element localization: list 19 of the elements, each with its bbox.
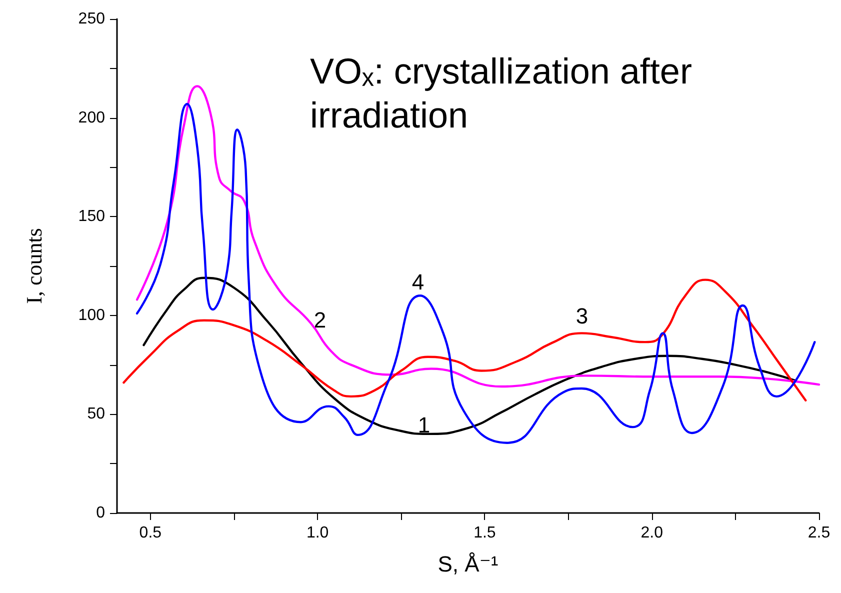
x-tick-label: 1.5 [474, 524, 496, 542]
y-axis-title: I, counts [22, 228, 46, 304]
series-label: 2 [314, 308, 326, 332]
x-axis-title: S, Å⁻¹ [438, 552, 498, 576]
line-series [136, 102, 816, 444]
y-tick-label: 250 [78, 10, 106, 28]
series-label: 4 [412, 270, 424, 294]
y-tick-label: 50 [87, 406, 106, 423]
x-tick-label: 0.5 [139, 524, 162, 542]
x-tick-label: 2.0 [640, 524, 664, 542]
series-label: 3 [576, 304, 588, 328]
y-tick-label: 0 [96, 504, 106, 522]
y-tick-label: 150 [78, 208, 106, 226]
text: VOₓ: crystallization after irradiation [310, 50, 702, 136]
x-tick-label: 2.5 [808, 524, 830, 542]
x-tick-label: 1.0 [306, 524, 329, 542]
y-tick-label: 100 [78, 306, 106, 324]
y-tick-label: 200 [78, 109, 106, 126]
series-label: 1 [418, 412, 430, 438]
